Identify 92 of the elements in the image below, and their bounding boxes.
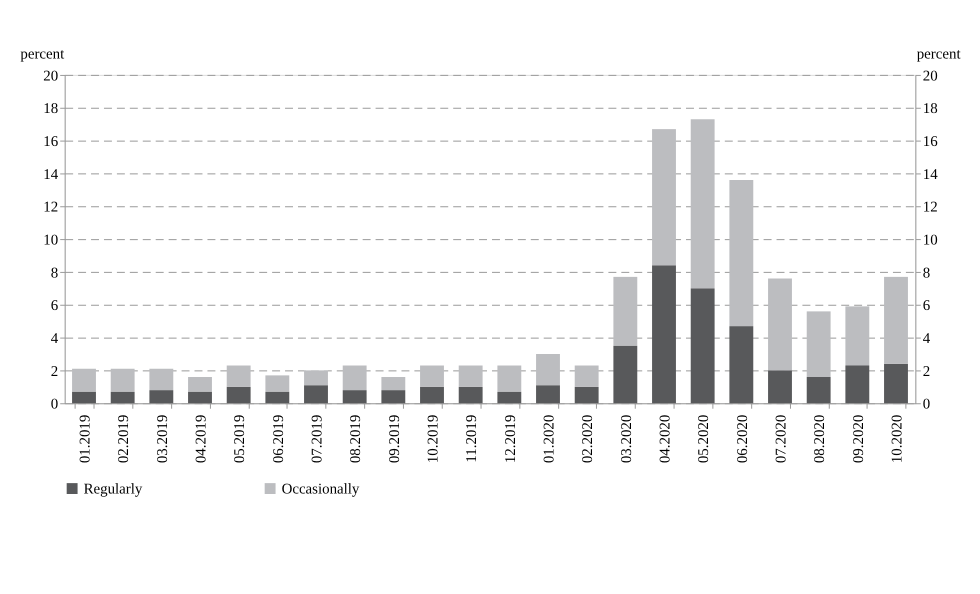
y-tick-label: 16: [43, 134, 59, 150]
x-tick-label: 09.2020: [850, 414, 867, 464]
bar: [72, 368, 96, 392]
bar: [226, 365, 251, 387]
x-tick-label: 05.2020: [696, 414, 712, 464]
bar: [110, 392, 135, 404]
bar: [884, 276, 908, 364]
bar: [690, 288, 715, 404]
y2-tick-label: 14: [922, 166, 938, 183]
x-tick-label: 02.2019: [116, 414, 132, 464]
x-tick-label: 07.2019: [309, 414, 326, 464]
bar: [729, 326, 754, 404]
x-tick-label: 01.2019: [77, 414, 94, 464]
bar: [342, 390, 367, 404]
x-tick-label: 07.2020: [773, 414, 790, 464]
x-tick-label: 02.2020: [580, 414, 596, 464]
y-tick-label: 20: [43, 68, 58, 84]
x-tick-label: 05.2019: [232, 414, 248, 464]
x-tick-label: 10.2019: [425, 414, 442, 464]
bar: [188, 376, 212, 392]
bar: [574, 365, 599, 387]
x-tick-label: 06.2020: [734, 414, 751, 464]
x-tick-label: 03.2020: [618, 414, 635, 464]
bar: [729, 180, 754, 326]
bar: [574, 386, 599, 404]
x-tick-label: 03.2019: [154, 414, 171, 464]
bar: [149, 368, 174, 390]
bar: [226, 386, 251, 404]
legend-label: Regularly: [84, 482, 143, 498]
bar: [690, 119, 715, 288]
x-tick-label: 10.2020: [889, 414, 906, 464]
x-tick-label: 11.2019: [464, 414, 480, 463]
bar: [458, 386, 483, 404]
y2-tick-label: 20: [922, 68, 938, 84]
y2-tick-label: 2: [922, 364, 930, 380]
y-tick-label: 2: [50, 364, 58, 380]
x-tick-label: 04.2019: [193, 414, 210, 464]
y-tick-label: 18: [43, 101, 58, 118]
y-tick-label: 14: [43, 166, 59, 183]
y-tick-label: 0: [50, 396, 58, 413]
bar: [536, 354, 560, 386]
y2-axis-title: percent: [916, 46, 962, 63]
y2-tick-label: 10: [922, 232, 938, 249]
y-tick-label: 8: [50, 265, 58, 282]
y2-tick-label: 6: [922, 298, 931, 314]
bar: [845, 306, 870, 366]
x-tick-label: 08.2020: [812, 414, 828, 464]
bar: [458, 365, 483, 387]
y-tick-label: 6: [50, 298, 59, 314]
y2-tick-label: 12: [922, 200, 938, 216]
y2-tick-label: 16: [922, 134, 938, 150]
bar: [497, 365, 522, 392]
bar: [420, 386, 444, 404]
bar: [72, 392, 96, 404]
y2-tick-label: 0: [922, 396, 930, 413]
bar: [420, 365, 444, 387]
bar: [652, 265, 676, 404]
bar: [342, 365, 367, 390]
bar: [149, 390, 174, 404]
y-tick-label: 12: [43, 200, 58, 216]
x-tick-label: 08.2019: [348, 414, 364, 464]
bar: [845, 365, 870, 404]
x-tick-label: 09.2019: [386, 414, 403, 464]
legend-label: Occasionally: [282, 482, 360, 498]
bar: [304, 385, 328, 404]
bar: [304, 370, 328, 386]
bar: [768, 278, 792, 370]
x-tick-label: 04.2020: [657, 414, 674, 464]
x-tick-label: 12.2019: [502, 414, 519, 464]
x-tick-label: 06.2019: [270, 414, 287, 464]
bar: [806, 376, 831, 404]
bar: [381, 376, 406, 390]
bar: [768, 370, 792, 404]
bar: [536, 385, 560, 404]
y-axis-title: percent: [20, 46, 66, 63]
bar: [265, 375, 290, 392]
bar: [884, 364, 908, 404]
x-tick-label: 01.2020: [541, 414, 558, 464]
y-tick-label: 10: [43, 232, 58, 249]
bar: [497, 392, 522, 404]
bar: [806, 311, 831, 377]
bar: [110, 368, 135, 392]
bar: [613, 276, 638, 346]
bar: [188, 392, 212, 404]
bar: [381, 390, 406, 404]
y2-tick-label: 4: [922, 331, 931, 348]
y2-tick-label: 8: [922, 265, 930, 282]
bar: [265, 392, 290, 404]
bar: [652, 129, 676, 266]
bar: [613, 346, 638, 404]
y2-tick-label: 18: [922, 101, 938, 118]
y-tick-label: 4: [50, 331, 59, 348]
